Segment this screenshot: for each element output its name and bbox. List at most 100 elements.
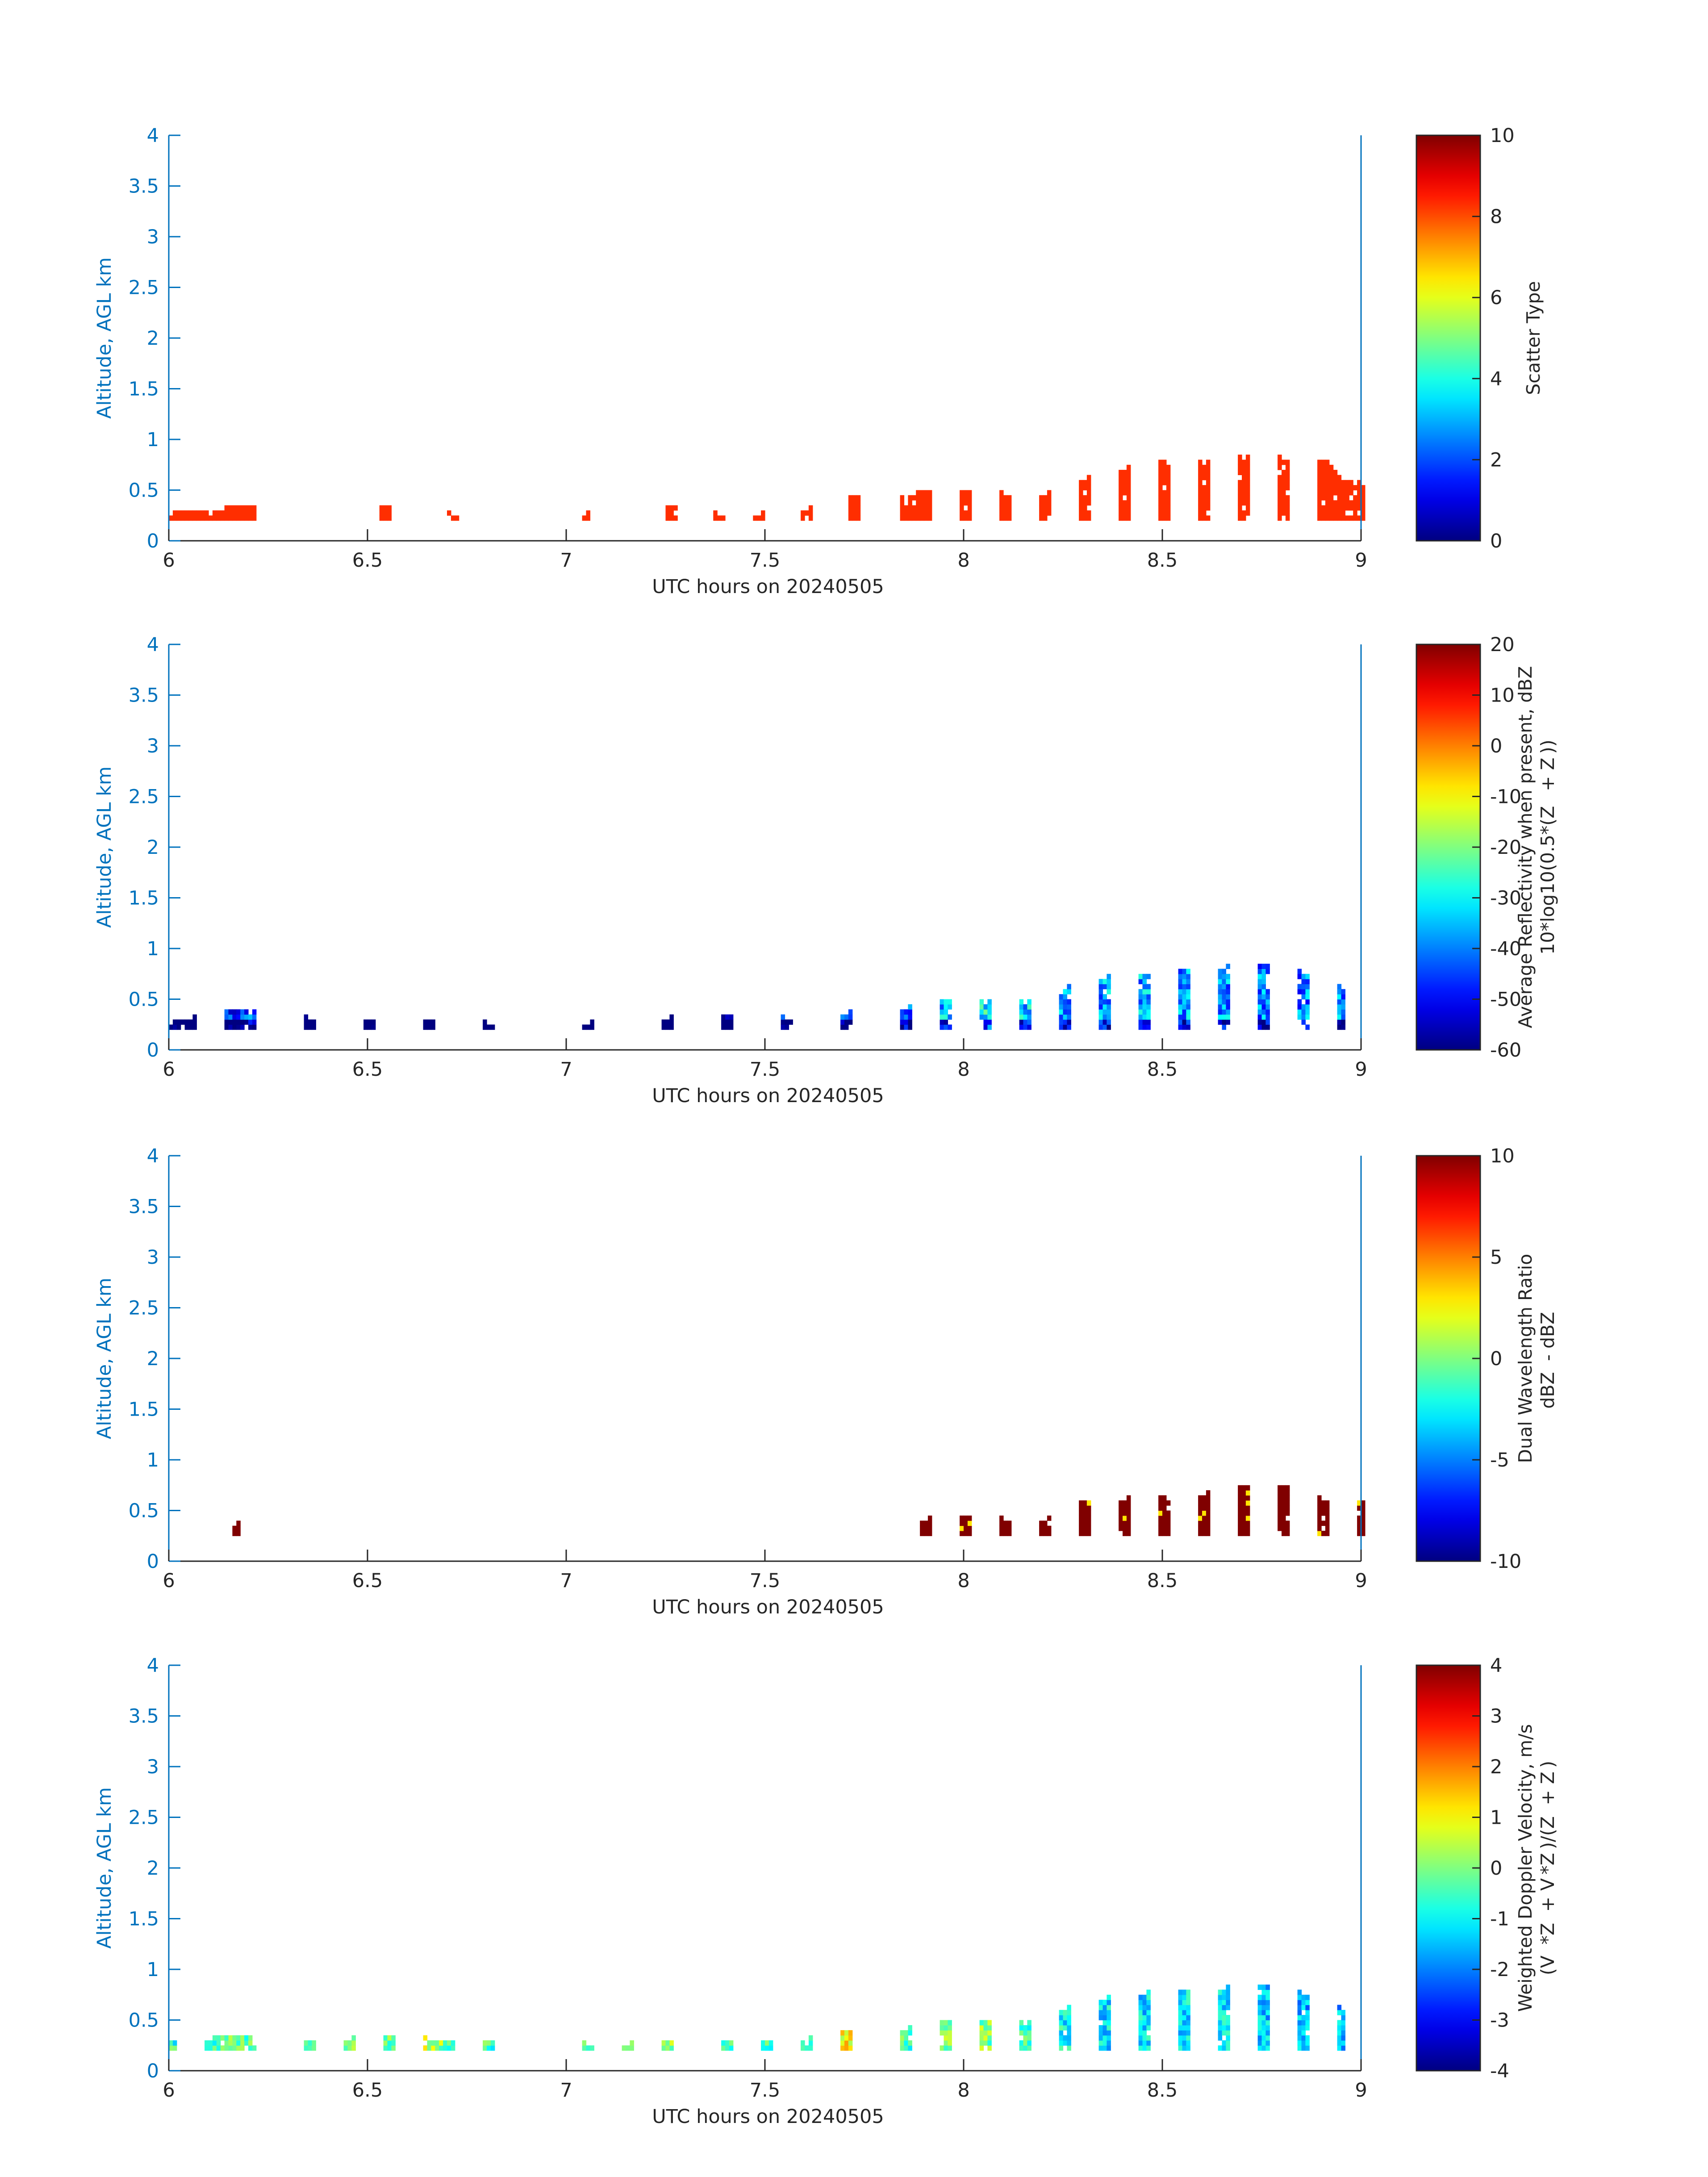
heatmap-cell [1242, 480, 1246, 485]
heatmap-cell [916, 490, 920, 496]
heatmap-cell [1119, 490, 1123, 496]
heatmap-cell [1186, 2040, 1190, 2046]
heatmap-cell [1019, 1009, 1024, 1015]
heatmap-cell [1349, 490, 1353, 496]
heatmap-cell [1337, 2035, 1342, 2041]
heatmap-cell [1138, 2045, 1143, 2051]
heatmap-cell [1098, 2025, 1103, 2031]
heatmap-cell [1282, 505, 1286, 511]
heatmap-cell [1361, 495, 1366, 501]
heatmap-cell [176, 510, 181, 516]
heatmap-cell [908, 510, 912, 516]
heatmap-cell [435, 2040, 439, 2046]
heatmap-cell [1265, 964, 1270, 969]
heatmap-cell [1261, 1024, 1266, 1030]
heatmap-cell [665, 2040, 670, 2046]
heatmap-cell [1329, 475, 1334, 481]
heatmap-cell [1007, 510, 1012, 516]
heatmap-cell [1146, 1004, 1151, 1010]
colorbar-tick-label: -4 [1490, 2060, 1509, 2082]
heatmap-cell [1222, 1019, 1226, 1025]
y-tick-label: 1 [147, 938, 159, 960]
heatmap-cell [1242, 485, 1246, 491]
heatmap-cell [927, 1525, 932, 1531]
heatmap-cell [343, 2040, 348, 2046]
heatmap-cell [729, 1014, 734, 1020]
heatmap-cell [1102, 2015, 1107, 2021]
x-axis-label: UTC hours on 20240505 [652, 2106, 884, 2128]
heatmap-cell [912, 510, 916, 516]
heatmap-cell [1305, 2000, 1310, 2006]
heatmap-cell [665, 1024, 670, 1030]
heatmap-cell [1341, 490, 1345, 496]
y-tick-label: 2 [147, 836, 159, 859]
heatmap-cell [1218, 2025, 1223, 2031]
y-tick-label: 2.5 [129, 277, 159, 299]
heatmap-cell [451, 2045, 455, 2051]
heatmap-cell [1341, 1019, 1345, 1025]
heatmap-cell [1182, 2035, 1186, 2041]
heatmap-cell [1226, 2020, 1230, 2026]
heatmap-cell [1126, 480, 1131, 485]
heatmap-cell [1341, 505, 1345, 511]
heatmap-cell [172, 2040, 177, 2046]
heatmap-cell [1282, 475, 1286, 481]
heatmap-cell [1305, 989, 1310, 994]
heatmap-cell [1325, 475, 1330, 481]
heatmap-cell [1142, 2015, 1147, 2021]
heatmap-cell [1158, 505, 1163, 511]
heatmap-cell [1079, 495, 1083, 501]
heatmap-cell [1257, 2025, 1262, 2031]
heatmap-cell [1166, 470, 1171, 475]
heatmap-cell [1023, 1024, 1027, 1030]
heatmap-cell [1086, 1525, 1091, 1531]
heatmap-cell [1162, 1530, 1167, 1536]
heatmap-cell [216, 515, 221, 521]
heatmap-cell [1142, 1004, 1147, 1010]
heatmap-cell [669, 1024, 674, 1030]
heatmap-cell [1325, 495, 1330, 501]
heatmap-cell [1138, 2030, 1143, 2036]
heatmap-cell [900, 510, 905, 516]
heatmap-cell [347, 2045, 352, 2051]
heatmap-cell [1261, 2035, 1266, 2041]
heatmap-cell [1278, 510, 1282, 516]
heatmap-cell [1257, 994, 1262, 1000]
heatmap-cell [1086, 475, 1091, 481]
heatmap-cell [1337, 515, 1342, 521]
heatmap-cell [1119, 470, 1123, 475]
heatmap-cell [1297, 999, 1302, 1005]
heatmap-cell [1098, 2040, 1103, 2046]
heatmap-cell [435, 2045, 439, 2051]
heatmap-cell [1218, 2020, 1223, 2026]
heatmap-cell [1321, 485, 1326, 491]
heatmap-cell [443, 2040, 447, 2046]
heatmap-cell [1206, 1510, 1211, 1516]
heatmap-cell [367, 1019, 372, 1025]
heatmap-cell [423, 2045, 428, 2051]
heatmap-cell [1102, 979, 1107, 984]
heatmap-cell [1285, 1490, 1290, 1496]
heatmap-cell [1301, 1009, 1306, 1015]
heatmap-cell [1257, 999, 1262, 1005]
heatmap-cell [1027, 2035, 1031, 2041]
heatmap-cell [236, 1525, 241, 1531]
heatmap-cell [172, 1019, 177, 1025]
heatmap-cell [1142, 1019, 1147, 1025]
heatmap-cell [1349, 515, 1353, 521]
heatmap-cell [848, 2045, 853, 2051]
heatmap-cell [1079, 500, 1083, 506]
heatmap-cell [1297, 2020, 1302, 2026]
heatmap-cell [248, 510, 253, 516]
heatmap-cell [387, 2035, 392, 2041]
heatmap-cell [964, 1525, 968, 1531]
heatmap-cell [1297, 974, 1302, 979]
y-tick-label: 1.5 [129, 378, 159, 401]
heatmap-cell [427, 1024, 431, 1030]
heatmap-cell [1265, 1019, 1270, 1025]
heatmap-cell [1146, 2010, 1151, 2015]
heatmap-cell [1198, 515, 1203, 521]
heatmap-cell [673, 515, 678, 521]
heatmap-cell [1325, 515, 1330, 521]
heatmap-cell [1138, 974, 1143, 979]
